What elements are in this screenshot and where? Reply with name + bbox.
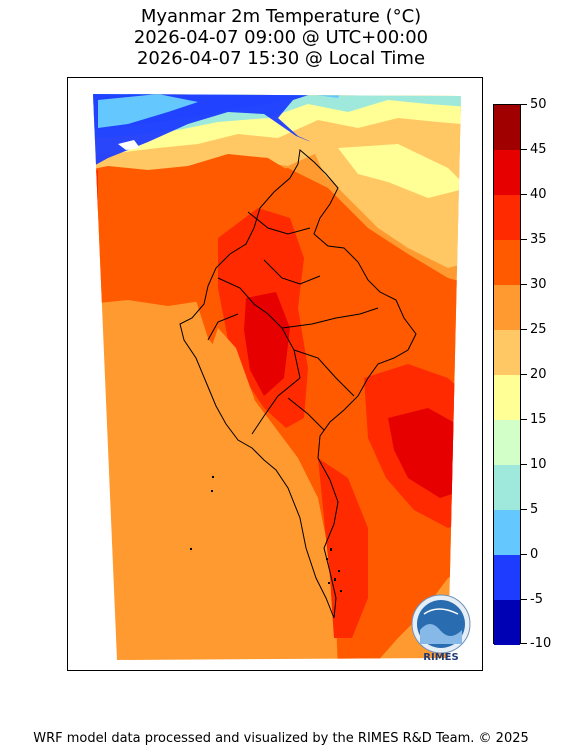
colorbar-label: 15 [530, 412, 547, 427]
colorbar [493, 104, 521, 645]
colorbar-tick [521, 599, 527, 600]
colorbar-tick [521, 464, 527, 465]
colorbar-seg-15-20 [494, 375, 520, 420]
colorbar-tick [521, 149, 527, 150]
colorbar-seg-30-35 [494, 240, 520, 285]
field-pocket-0-5 [98, 94, 198, 128]
colorbar-label: 25 [530, 322, 547, 337]
title-line-local: 2026-04-07 15:30 @ Local Time [136, 48, 426, 69]
title-line-utc: 2026-04-07 09:00 @ UTC+00:00 [133, 27, 429, 48]
colorbar-seg-20-25 [494, 330, 520, 375]
colorbar-seg-0-5 [494, 510, 520, 555]
colorbar-tick [521, 419, 527, 420]
colorbar-label: 50 [530, 97, 547, 112]
colorbar-tick [521, 643, 527, 644]
colorbar-tick [521, 374, 527, 375]
colorbar-seg-10-15 [494, 420, 520, 465]
colorbar-tick [521, 194, 527, 195]
colorbar-seg-5-10 [494, 465, 520, 510]
rimes-logo: RIMES [411, 594, 471, 663]
colorbar-tick [521, 104, 527, 105]
field-coastal-25-30 [212, 328, 264, 450]
colorbar-seg-25-30 [494, 285, 520, 330]
region-border-2 [207, 313, 239, 341]
region-border-6 [287, 397, 325, 431]
colorbar-label: 40 [530, 187, 547, 202]
country-borders [179, 149, 417, 619]
map-panel: RIMES [67, 77, 483, 671]
colorbar-tick [521, 239, 527, 240]
colorbar-label: 5 [530, 502, 539, 517]
colorbar-seg-45-50 [494, 105, 520, 150]
field-east-cool [338, 144, 461, 198]
map-title: Myanmar 2m Temperature (°C) 2026-04-07 0… [0, 6, 562, 69]
islands [190, 476, 342, 592]
myanmar-border [179, 149, 417, 619]
temperature-map: RIMES [93, 94, 471, 663]
field-west-35-40 [93, 170, 98, 310]
temperature-field [93, 94, 461, 660]
field-east-40-45 [388, 408, 461, 498]
colorbar-tick [521, 329, 527, 330]
colorbar-label: 20 [530, 367, 547, 382]
colorbar-label: 45 [530, 142, 547, 157]
region-border-7 [263, 259, 321, 285]
colorbar-label: 0 [530, 547, 539, 562]
colorbar-seg-minus5-0 [494, 555, 520, 600]
colorbar-label: 10 [530, 457, 547, 472]
colorbar-label: 35 [530, 232, 547, 247]
region-border-8 [247, 211, 311, 235]
colorbar-seg-40-45 [494, 150, 520, 195]
colorbar-seg-35-40 [494, 195, 520, 240]
colorbar-tick [521, 509, 527, 510]
colorbar-label: -10 [530, 636, 552, 651]
rimes-logo-text: RIMES [423, 652, 458, 663]
colorbar-seg-minus10-minus5 [494, 600, 520, 645]
title-line-variable: Myanmar 2m Temperature (°C) [140, 6, 422, 27]
snow-patch [118, 140, 140, 150]
field-south-35-40 [318, 458, 368, 638]
colorbar-tick [521, 284, 527, 285]
colorbar-label: -5 [530, 592, 543, 607]
region-border-4 [293, 349, 355, 397]
colorbar-label: 30 [530, 277, 547, 292]
region-border-5 [251, 377, 301, 435]
field-central-40-45 [244, 292, 290, 396]
colorbar-tick [521, 554, 527, 555]
region-border-3 [281, 307, 379, 329]
footer-credit: WRF model data processed and visualized … [33, 731, 529, 746]
